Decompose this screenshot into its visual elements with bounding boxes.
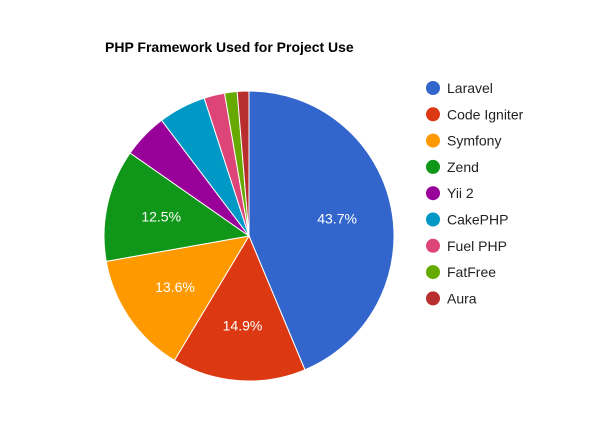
legend-label-code-igniter: Code Igniter — [447, 106, 524, 122]
legend: Laravel Code Igniter Symfony Zend Yii 2 CakeP… — [426, 80, 524, 306]
chart-title: PHP Framework Used for Project Use — [105, 39, 354, 55]
legend-swatch-yii-2 — [426, 186, 440, 201]
pie-slice-zend[interactable] — [103, 152, 251, 262]
slice-label-symfony: 13.6% — [155, 279, 195, 295]
legend-swatch-fuel-php — [426, 238, 440, 253]
legend-swatch-symfony — [426, 133, 440, 148]
legend-item-yii-2[interactable]: Yii 2 — [426, 185, 474, 201]
legend-item-fuel-php[interactable]: Fuel PHP — [426, 238, 507, 254]
slice-label-zend: 12.5% — [141, 209, 181, 225]
legend-item-zend[interactable]: Zend — [426, 159, 479, 175]
pie-slices — [103, 90, 395, 382]
legend-item-symfony[interactable]: Symfony — [426, 133, 501, 149]
pie-slice-code-igniter[interactable] — [173, 234, 306, 382]
legend-item-code-igniter[interactable]: Code Igniter — [426, 106, 524, 122]
legend-label-symfony: Symfony — [447, 133, 501, 149]
legend-label-yii-2: Yii 2 — [447, 185, 474, 201]
legend-label-laravel: Laravel — [447, 80, 493, 96]
legend-item-fatfree[interactable]: FatFree — [426, 264, 496, 280]
slice-label-laravel: 43.7% — [317, 210, 357, 226]
legend-swatch-laravel — [426, 81, 440, 95]
legend-swatch-code-igniter — [426, 107, 440, 122]
pie-slice-laravel[interactable] — [248, 90, 395, 371]
legend-swatch-cakephp — [426, 212, 440, 227]
legend-label-fuel-php: Fuel PHP — [447, 238, 507, 254]
legend-label-aura: Aura — [447, 290, 477, 306]
legend-swatch-aura — [426, 291, 440, 306]
legend-swatch-fatfree — [426, 265, 440, 280]
legend-item-cakephp[interactable]: CakePHP — [426, 212, 508, 228]
pie-slice-aura[interactable] — [236, 90, 250, 237]
slice-label-code-igniter: 14.9% — [223, 318, 263, 334]
pie-slice-symfony[interactable] — [105, 235, 250, 362]
legend-item-aura[interactable]: Aura — [426, 290, 477, 306]
legend-swatch-zend — [426, 159, 440, 174]
legend-label-zend: Zend — [447, 159, 479, 175]
pie-labels: 43.7% 14.9% 13.6% 12.5% — [141, 209, 357, 334]
legend-item-laravel[interactable]: Laravel — [426, 80, 493, 96]
legend-label-fatfree: FatFree — [447, 264, 496, 280]
legend-label-cakephp: CakePHP — [447, 212, 508, 228]
